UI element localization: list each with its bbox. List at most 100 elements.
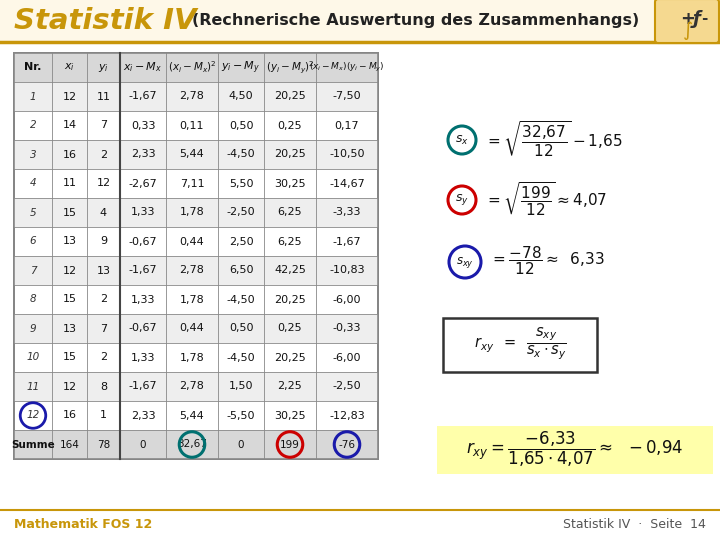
Text: 6,25: 6,25 <box>278 237 302 246</box>
Text: $x_i - M_x$: $x_i - M_x$ <box>123 60 163 75</box>
Text: 20,25: 20,25 <box>274 353 306 362</box>
Text: 12: 12 <box>63 381 76 391</box>
Text: -0,67: -0,67 <box>129 323 157 334</box>
Text: $s_x$: $s_x$ <box>455 133 469 146</box>
Text: $= \sqrt{\dfrac{32{,}67}{12}} - 1{,}65$: $= \sqrt{\dfrac{32{,}67}{12}} - 1{,}65$ <box>485 119 622 159</box>
Text: 199: 199 <box>280 440 300 449</box>
FancyBboxPatch shape <box>14 82 378 111</box>
Text: 164: 164 <box>60 440 79 449</box>
Text: 0,25: 0,25 <box>278 323 302 334</box>
Text: 13: 13 <box>96 266 110 275</box>
Text: -12,83: -12,83 <box>329 410 365 421</box>
Text: 0,44: 0,44 <box>179 323 204 334</box>
Text: 32,67: 32,67 <box>177 440 207 449</box>
Text: 2,78: 2,78 <box>179 266 204 275</box>
Text: 5,44: 5,44 <box>179 410 204 421</box>
Text: 8: 8 <box>30 294 36 305</box>
Text: Nr.: Nr. <box>24 63 42 72</box>
Text: 11: 11 <box>96 91 110 102</box>
Text: 20,25: 20,25 <box>274 150 306 159</box>
Text: -6,00: -6,00 <box>333 294 361 305</box>
Text: -10,83: -10,83 <box>329 266 365 275</box>
Text: -76: -76 <box>338 440 356 449</box>
Text: 2: 2 <box>100 294 107 305</box>
FancyBboxPatch shape <box>0 0 720 42</box>
Text: 78: 78 <box>97 440 110 449</box>
Text: -5,50: -5,50 <box>227 410 256 421</box>
Text: 1,33: 1,33 <box>131 294 156 305</box>
Text: -4,50: -4,50 <box>227 294 256 305</box>
Text: 0,11: 0,11 <box>180 120 204 131</box>
Text: Summe: Summe <box>11 440 55 449</box>
Text: 2,50: 2,50 <box>229 237 253 246</box>
Text: 6: 6 <box>30 237 36 246</box>
Text: 6,25: 6,25 <box>278 207 302 218</box>
FancyBboxPatch shape <box>14 314 378 343</box>
FancyBboxPatch shape <box>437 426 713 474</box>
Text: 16: 16 <box>63 410 76 421</box>
Text: 5,44: 5,44 <box>179 150 204 159</box>
Text: 9: 9 <box>100 237 107 246</box>
Text: 4,50: 4,50 <box>229 91 253 102</box>
Text: 1,50: 1,50 <box>229 381 253 391</box>
Text: 1: 1 <box>30 91 36 102</box>
Text: -3,33: -3,33 <box>333 207 361 218</box>
Text: $r_{xy} = \dfrac{-6{,}33}{1{,}65 \cdot 4{,}07} \approx \;\; -0{,}94$: $r_{xy} = \dfrac{-6{,}33}{1{,}65 \cdot 4… <box>467 429 683 469</box>
Text: 0,50: 0,50 <box>229 323 253 334</box>
Text: 7: 7 <box>100 323 107 334</box>
Text: $r_{xy} \;\; = \;\; \dfrac{s_{xy}}{s_x \cdot s_y}$: $r_{xy} \;\; = \;\; \dfrac{s_{xy}}{s_x \… <box>474 325 567 361</box>
Text: 11: 11 <box>63 179 76 188</box>
Text: -2,50: -2,50 <box>333 381 361 391</box>
Text: 3: 3 <box>30 150 36 159</box>
Text: 6,50: 6,50 <box>229 266 253 275</box>
Text: 30,25: 30,25 <box>274 179 306 188</box>
Text: $(x_i - M_x)^2$: $(x_i - M_x)^2$ <box>168 60 217 75</box>
Text: 13: 13 <box>63 323 76 334</box>
Text: 7: 7 <box>30 266 36 275</box>
Text: 1,33: 1,33 <box>131 353 156 362</box>
FancyBboxPatch shape <box>14 430 378 459</box>
Text: 15: 15 <box>63 353 76 362</box>
Text: 12: 12 <box>27 410 40 421</box>
Text: 4: 4 <box>100 207 107 218</box>
Text: $x_i$: $x_i$ <box>64 62 75 73</box>
Text: 0,50: 0,50 <box>229 120 253 131</box>
Text: 0,25: 0,25 <box>278 120 302 131</box>
Text: $= \sqrt{\dfrac{199}{12}} \approx 4{,}07$: $= \sqrt{\dfrac{199}{12}} \approx 4{,}07… <box>485 180 607 218</box>
Text: 0: 0 <box>238 440 244 449</box>
Text: 30,25: 30,25 <box>274 410 306 421</box>
Text: 10: 10 <box>27 353 40 362</box>
Text: +: + <box>680 10 696 28</box>
Text: $y_i$: $y_i$ <box>98 62 109 73</box>
Text: 2: 2 <box>100 353 107 362</box>
Text: -4,50: -4,50 <box>227 353 256 362</box>
Text: -1,67: -1,67 <box>129 381 157 391</box>
Text: -1,67: -1,67 <box>333 237 361 246</box>
Text: 15: 15 <box>63 207 76 218</box>
Text: $(y_i - M_y)^2$: $(y_i - M_y)^2$ <box>266 59 315 76</box>
FancyBboxPatch shape <box>655 0 719 43</box>
Text: 16: 16 <box>63 150 76 159</box>
Text: -10,50: -10,50 <box>329 150 365 159</box>
Text: ∫: ∫ <box>683 21 693 39</box>
Text: -1,67: -1,67 <box>129 91 157 102</box>
Text: 12: 12 <box>63 91 76 102</box>
FancyBboxPatch shape <box>14 198 378 227</box>
Text: Statistik IV  ·  Seite  14: Statistik IV · Seite 14 <box>563 517 706 530</box>
Text: 13: 13 <box>63 237 76 246</box>
Text: -1,67: -1,67 <box>129 266 157 275</box>
Text: 7: 7 <box>100 120 107 131</box>
FancyBboxPatch shape <box>14 53 378 82</box>
Text: 2,33: 2,33 <box>131 150 156 159</box>
Text: 2,25: 2,25 <box>278 381 302 391</box>
Text: 5: 5 <box>30 207 36 218</box>
FancyBboxPatch shape <box>14 256 378 285</box>
Text: 2,78: 2,78 <box>179 91 204 102</box>
Text: -2,67: -2,67 <box>129 179 158 188</box>
Text: -6,00: -6,00 <box>333 353 361 362</box>
Text: $= \dfrac{-78}{12} \approx \;\; 6{,}33$: $= \dfrac{-78}{12} \approx \;\; 6{,}33$ <box>490 245 605 278</box>
Text: 5,50: 5,50 <box>229 179 253 188</box>
FancyBboxPatch shape <box>443 318 597 372</box>
Text: -7,50: -7,50 <box>333 91 361 102</box>
Text: $(x_i - M_x)(y_i - M_y)$: $(x_i - M_x)(y_i - M_y)$ <box>310 61 384 74</box>
